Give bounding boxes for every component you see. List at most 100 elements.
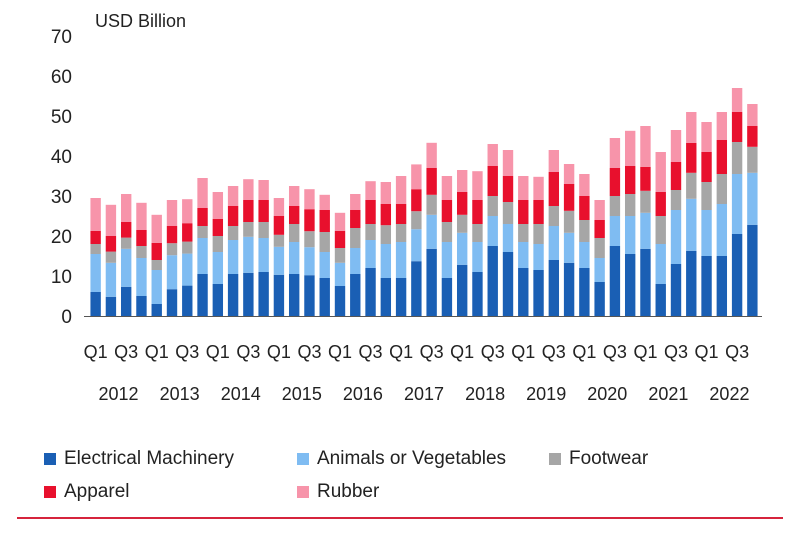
bar-segment-apparel: [701, 152, 712, 182]
bar-segment-animals-or-vegetables: [686, 198, 697, 251]
legend-item-footwear: Footwear: [549, 448, 648, 470]
bar-segment-apparel: [212, 218, 224, 236]
bar-segment-animals-or-vegetables: [640, 212, 651, 249]
bar-segment-footwear: [701, 182, 712, 210]
bar-segment-apparel: [655, 192, 666, 216]
bar-segment-apparel: [380, 204, 392, 226]
bar-segment-footwear: [624, 194, 636, 216]
footer-divider: [17, 517, 783, 519]
bar-segment-rubber: [350, 194, 361, 210]
bar-segment-animals-or-vegetables: [151, 270, 162, 304]
bar-segment-rubber: [518, 176, 529, 200]
x-year-label: 2018: [465, 384, 505, 404]
bar-segment-footwear: [487, 196, 498, 216]
bar-segment-footwear: [90, 244, 101, 254]
bar-segment-apparel: [258, 200, 269, 222]
legend-swatch-apparel: [44, 486, 56, 498]
bar-segment-electrical-machinery: [747, 224, 758, 316]
bar-segment-apparel: [518, 200, 529, 224]
bar-segment-electrical-machinery: [380, 278, 392, 316]
bar-segment-rubber: [273, 198, 285, 216]
bar-segment-footwear: [350, 228, 361, 248]
bar-segment-apparel: [288, 206, 300, 224]
bar-segment-animals-or-vegetables: [426, 214, 437, 249]
bar-segment-apparel: [227, 206, 239, 226]
y-axis-ticks: 0 10 20 30 40 50 60 70: [51, 27, 72, 328]
bar-segment-rubber: [304, 189, 315, 210]
bar-segment-apparel: [182, 223, 193, 242]
bar-segment-footwear: [288, 224, 300, 242]
bar-segment-footwear: [594, 238, 605, 258]
bar-segment-electrical-machinery: [151, 304, 162, 316]
bar-segment-apparel: [90, 230, 101, 244]
bar-segment-apparel: [563, 184, 575, 211]
bar-segment-apparel: [136, 230, 147, 246]
bar-segment-animals-or-vegetables: [304, 247, 315, 276]
bar-segment-rubber: [609, 138, 621, 168]
bar-segment-rubber: [533, 176, 544, 200]
bar-segment-rubber: [319, 194, 330, 210]
bar-segment-electrical-machinery: [655, 284, 666, 316]
bar-segment-apparel: [624, 166, 636, 194]
legend-label: Electrical Machinery: [64, 448, 234, 469]
bar-segment-animals-or-vegetables: [456, 232, 468, 265]
bar-segment-animals-or-vegetables: [624, 216, 636, 254]
bar-segment-footwear: [548, 206, 560, 226]
bar-segment-rubber: [243, 179, 254, 200]
x-quarter-label: Q3: [297, 342, 321, 362]
bar-segment-rubber: [166, 200, 178, 226]
bar-segment-electrical-machinery: [701, 256, 712, 316]
bar-segment-electrical-machinery: [518, 268, 529, 316]
bar-segment-electrical-machinery: [411, 261, 422, 316]
bar-segment-footwear: [533, 224, 544, 244]
legend-label: Apparel: [64, 481, 130, 502]
bar-segment-apparel: [243, 200, 254, 222]
bar-segment-electrical-machinery: [563, 262, 575, 316]
bar-segment-footwear: [518, 224, 529, 242]
y-tick-label: 60: [51, 67, 72, 88]
bar-segment-animals-or-vegetables: [533, 244, 544, 270]
bar-segment-electrical-machinery: [243, 272, 254, 316]
bar-segment-footwear: [686, 172, 697, 199]
bar-segment-footwear: [273, 234, 285, 247]
bar-segment-rubber: [579, 174, 590, 196]
y-tick-label: 10: [51, 267, 72, 288]
bar-segment-rubber: [441, 176, 453, 200]
x-quarter-label: Q1: [206, 342, 230, 362]
x-year-label: 2017: [404, 384, 444, 404]
bar-segment-rubber: [731, 88, 743, 112]
y-tick-label: 40: [51, 147, 72, 168]
bar-segment-footwear: [365, 224, 376, 240]
x-year-label: 2021: [648, 384, 688, 404]
bar-segment-rubber: [288, 186, 300, 206]
bar-segment-animals-or-vegetables: [609, 216, 621, 246]
bar-segment-electrical-machinery: [105, 296, 117, 316]
bar-segment-footwear: [563, 210, 575, 233]
bar-segment-rubber: [686, 112, 697, 143]
bar-segment-apparel: [716, 140, 728, 174]
x-quarter-label: Q3: [236, 342, 260, 362]
bar-segment-animals-or-vegetables: [350, 248, 361, 274]
bar-segment-footwear: [319, 232, 330, 252]
bar-segment-rubber: [395, 176, 407, 204]
bar-segment-apparel: [594, 220, 605, 238]
bar-segment-animals-or-vegetables: [731, 174, 743, 234]
bar-segment-apparel: [441, 200, 453, 222]
bar-segment-footwear: [441, 222, 453, 242]
x-quarter-label: Q3: [664, 342, 688, 362]
x-quarter-label: Q1: [695, 342, 719, 362]
bar-segment-footwear: [502, 202, 514, 224]
bar-segment-electrical-machinery: [670, 264, 682, 316]
bar-segment-animals-or-vegetables: [716, 204, 728, 256]
stacked-bar-chart: USD Billion 0 10 20 30 40 50 60 70 Q1 Q3 Q1 Q3 Q1 Q3…: [51, 11, 762, 404]
bar-segment-electrical-machinery: [502, 252, 514, 316]
bar-segment-animals-or-vegetables: [258, 238, 269, 272]
bar-segment-apparel: [411, 189, 422, 212]
x-year-label: 2013: [160, 384, 200, 404]
bar-segment-apparel: [487, 166, 498, 196]
bar-segment-footwear: [334, 248, 346, 263]
bar-segment-animals-or-vegetables: [594, 258, 605, 282]
bar-segment-animals-or-vegetables: [136, 258, 147, 296]
bar-segment-apparel: [670, 162, 682, 190]
x-year-label: 2019: [526, 384, 566, 404]
